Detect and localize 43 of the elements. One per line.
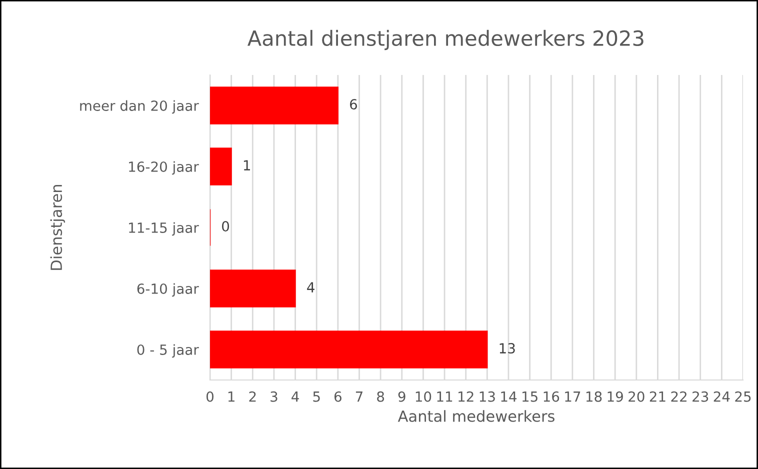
x-tick-label: 19 [608,391,623,402]
data-label: 1 [244,160,250,170]
x-tick-label: 9 [398,391,406,402]
x-tick-label: 6 [334,391,342,402]
data-label: 4 [307,282,314,292]
x-tick-label: 20 [628,391,644,402]
y-tick-label: 0 - 5 jaar [137,344,199,358]
x-tick-label: 23 [692,391,708,402]
bar [210,148,232,186]
x-axis-title: Aantal medewerkers [398,410,554,422]
x-tick-label: 0 [206,391,214,402]
x-tick-label: 18 [586,391,602,402]
x-tick-label: 3 [270,391,278,402]
x-tick-label: 1 [228,392,234,402]
x-tick-label: 4 [292,392,299,402]
chart-title: Aantal dienstjaren medewerkers 2023 [248,30,644,50]
x-tick-label: 10 [416,391,432,402]
y-tick-label: 11-15 jaar [129,222,199,236]
x-tick-label: 11 [437,392,452,402]
x-tick-label: 22 [671,391,686,402]
y-axis-title: Dienstjaren [50,184,66,270]
data-label: 6 [350,99,357,110]
x-tick-label: 15 [522,392,538,402]
x-tick-label: 7 [356,392,362,402]
data-label: 13 [500,343,515,354]
x-tick-label: 13 [480,391,495,402]
y-tick-label: meer dan 20 jaar [80,100,199,114]
y-tick-label: 6-10 jaar [137,283,199,297]
x-tick-label: 14 [501,392,517,402]
x-tick-label: 24 [714,391,730,402]
x-tick-label: 8 [377,391,384,402]
x-tick-label: 16 [544,391,560,402]
data-label: 0 [222,221,230,232]
x-tick-label: 2 [249,391,256,402]
x-tick-label: 5 [313,392,320,402]
x-tick-label: 12 [458,391,474,402]
bar [210,86,338,124]
bar [210,270,296,308]
y-tick-label: 16-20 jaar [129,161,199,175]
x-tick-label: 21 [650,391,666,402]
x-tick-label: 17 [565,392,580,402]
bar [210,330,488,368]
x-tick-label: 25 [735,391,751,402]
